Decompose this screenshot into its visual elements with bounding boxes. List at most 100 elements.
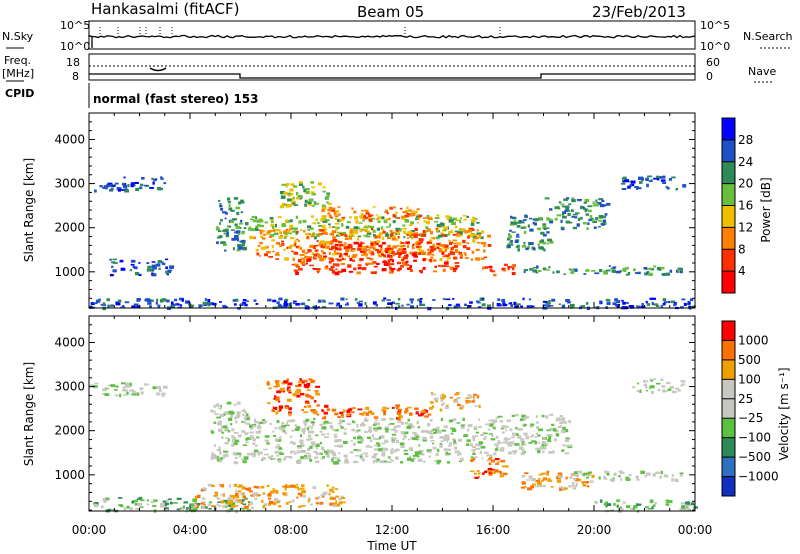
colorbar-band <box>722 271 735 293</box>
x-tick-label: 20:00 <box>577 523 612 537</box>
cpid-value: normal (fast stereo) 153 <box>93 92 259 106</box>
heatmap-region-0 <box>89 382 168 398</box>
heatmap-region-1 <box>210 401 252 465</box>
colorbar-tick-label: 100 <box>738 372 761 386</box>
colorbar-band <box>722 205 735 228</box>
heatmap-region-3 <box>216 197 249 252</box>
x-tick-label: 08:00 <box>274 523 309 537</box>
colorbar-band <box>722 340 735 360</box>
power-colorbar: 4 8 12 16 20 24 28 <box>721 117 753 294</box>
heatmap-region-10 <box>506 214 554 252</box>
freq-trace <box>89 73 695 79</box>
heatmap-region-12 <box>523 265 683 277</box>
colorbar-band <box>722 437 735 458</box>
y-tick-label: 1000 <box>54 468 85 482</box>
heatmap-region-6 <box>469 457 509 479</box>
velocity-panel-frame <box>88 315 696 512</box>
noise-right-label: N.Search <box>743 30 793 43</box>
noise-left-label: N.Sky <box>2 30 34 43</box>
noise-trace <box>88 34 696 39</box>
nave-tick-bottom: 0 <box>706 70 713 83</box>
heatmap-region-1 <box>121 176 167 191</box>
noise-left-tick-bottom: 10^0 <box>60 40 90 53</box>
time-x-axis: 00:00 04:00 08:00 12:00 16:00 20:00 00:00 <box>72 113 713 537</box>
heatmap-region-5 <box>429 391 481 412</box>
noise-spikes <box>91 27 501 48</box>
y-tick-label: 4000 <box>54 132 85 146</box>
colorbar-tick-label: 20 <box>738 177 753 191</box>
x-tick-label: 04:00 <box>173 523 208 537</box>
colorbar-band <box>722 398 735 419</box>
y-tick-label: 3000 <box>54 380 85 394</box>
velocity-heatmap <box>89 378 698 514</box>
heatmap-region-8 <box>520 470 595 491</box>
heatmap-region-2 <box>249 417 498 465</box>
noise-left-tick-top: 10^5 <box>60 19 90 32</box>
freq-dip <box>149 67 167 72</box>
noise-panel-frame <box>88 20 696 50</box>
heatmap-region-4 <box>316 404 433 421</box>
colorbar-tick-label: 28 <box>738 133 753 147</box>
colorbar-band <box>722 118 735 140</box>
freq-tick-bottom: 8 <box>72 70 79 83</box>
x-tick-label: 12:00 <box>375 523 410 537</box>
noise-right-tick-bottom: 10^0 <box>700 40 730 53</box>
colorbar-band <box>722 418 735 438</box>
freq-label-1: Freq. <box>4 54 31 67</box>
colorbar-tick-label: 4 <box>738 264 746 278</box>
x-tick-label: 00:00 <box>678 523 713 537</box>
colorbar-band <box>722 476 735 496</box>
power-panel-frame <box>88 112 696 309</box>
freq-label-2: [MHz] <box>2 67 34 80</box>
velocity-colorbar: 1000 500 100 25 −25 −100 −500 −1000 <box>721 320 779 497</box>
x-axis-label: Time UT <box>366 539 417 553</box>
cpid-label: CPID <box>5 87 34 100</box>
freq-tick-top: 18 <box>66 56 80 69</box>
colorbar-tick-label: −100 <box>738 431 771 445</box>
heatmap-region-6 <box>291 241 460 276</box>
heatmap-region-7 <box>493 413 573 456</box>
heatmap-region-3 <box>266 378 320 417</box>
y-tick-label: 2000 <box>54 221 85 235</box>
colorbar-tick-label: −1000 <box>738 470 779 484</box>
x-tick-label: 16:00 <box>476 523 511 537</box>
x-tick-label: 00:00 <box>72 523 107 537</box>
power-y-label: Slant Range [km] <box>22 158 36 262</box>
heatmap-region-9 <box>482 263 516 277</box>
colorbar-tick-label: 8 <box>738 242 746 256</box>
velocity-y-label: Slant Range [km] <box>22 362 36 466</box>
colorbar-tick-label: −25 <box>738 411 763 425</box>
heatmap-region-2 <box>109 258 174 277</box>
colorbar-tick-label: −500 <box>738 450 771 464</box>
colorbar-tick-label: 12 <box>738 220 753 234</box>
nave-label: Nave <box>748 65 776 78</box>
power-colorbar-label: Power [dB] <box>759 177 773 242</box>
colorbar-tick-label: 16 <box>738 199 753 213</box>
power-heatmap <box>89 175 697 311</box>
colorbar-band <box>722 379 735 399</box>
colorbar-band <box>722 161 735 184</box>
heatmap-region-10 <box>631 378 686 394</box>
heatmap-region-7 <box>321 206 433 222</box>
colorbar-band <box>722 183 735 206</box>
heatmap-region-11 <box>543 197 611 231</box>
y-tick-label: 1000 <box>54 265 85 279</box>
power-y-axis: 1000 2000 3000 4000 <box>54 121 695 308</box>
station-title: Hankasalmi (fitACF) <box>91 0 239 18</box>
colorbar-band <box>722 457 735 477</box>
beam-title: Beam 05 <box>357 3 424 21</box>
heatmap-region-8 <box>279 181 332 209</box>
noise-right-tick-top: 10^5 <box>700 19 730 32</box>
y-tick-label: 4000 <box>54 335 85 349</box>
freq-panel-frame <box>88 53 696 81</box>
heatmap-region-12 <box>194 483 346 509</box>
y-tick-label: 3000 <box>54 177 85 191</box>
colorbar-band <box>722 139 735 162</box>
colorbar-tick-label: 25 <box>738 392 753 406</box>
heatmap-region-13 <box>620 175 687 191</box>
colorbar-band <box>722 249 735 272</box>
colorbar-band <box>722 227 735 250</box>
colorbar-tick-label: 500 <box>738 353 761 367</box>
heatmap-region-0 <box>94 182 129 193</box>
